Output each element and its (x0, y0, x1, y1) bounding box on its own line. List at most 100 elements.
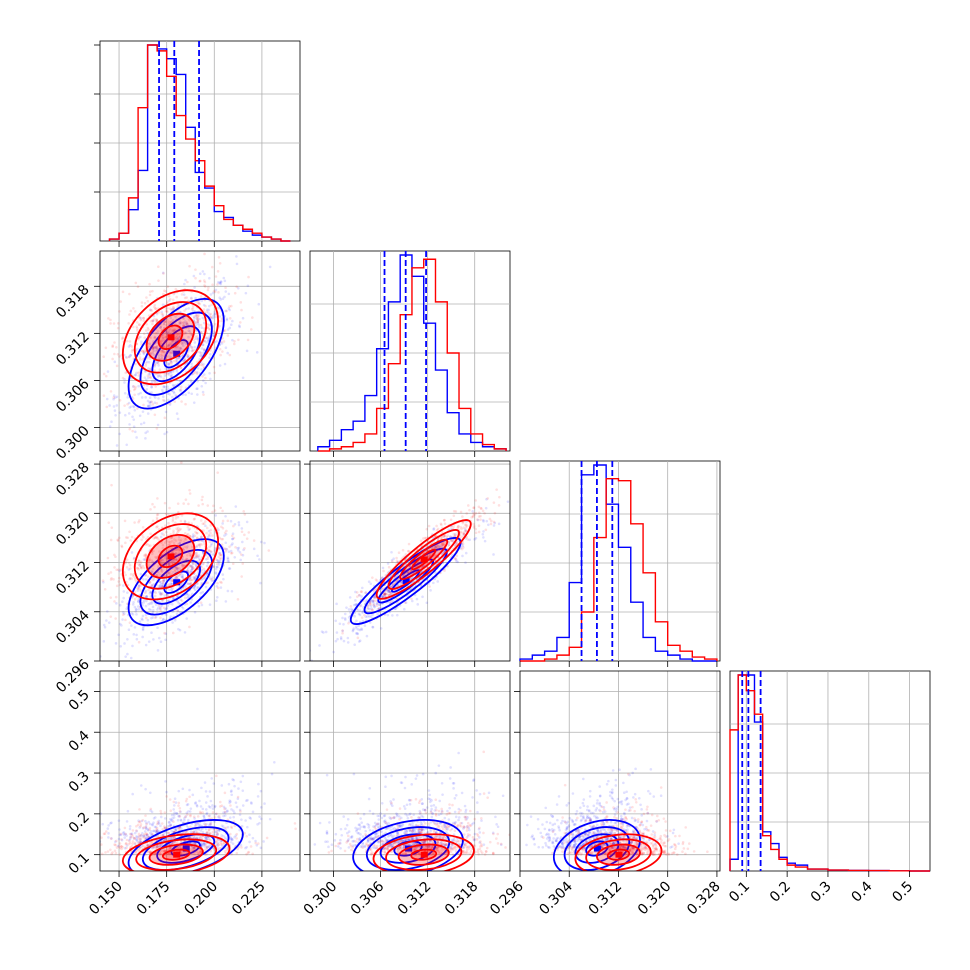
sample-point (203, 781, 207, 784)
sample-point (115, 395, 119, 399)
sample-point (175, 558, 179, 562)
sample-point (358, 593, 361, 597)
sample-point (205, 838, 208, 841)
sample-point (136, 586, 139, 590)
sample-point (161, 388, 164, 392)
sample-point (124, 655, 127, 658)
sample-point (209, 531, 212, 535)
sample-point (245, 799, 248, 802)
sample-point (371, 625, 374, 629)
sample-point (129, 835, 132, 839)
sample-point (116, 539, 120, 542)
sample-point (155, 525, 158, 529)
sample-point (241, 789, 245, 792)
sample-point (192, 846, 195, 850)
sample-point (239, 843, 243, 847)
sample-point (139, 565, 143, 569)
sample-point (204, 520, 207, 523)
sample-point (172, 541, 176, 545)
sample-point (202, 843, 205, 847)
sample-point (182, 317, 186, 320)
sample-point (228, 567, 232, 570)
sample-point (144, 553, 148, 557)
sample-point (243, 831, 247, 835)
sample-point (151, 823, 154, 827)
sample-point (182, 332, 186, 336)
sample-point (230, 543, 233, 547)
sample-point (118, 398, 122, 402)
sample-point (230, 304, 233, 308)
sample-point (214, 834, 218, 837)
sample-point (198, 272, 202, 275)
sample-point (206, 323, 210, 326)
sample-point (215, 339, 218, 343)
density-peak-blue (402, 578, 410, 584)
sample-point (200, 368, 203, 371)
sample-point (215, 565, 219, 569)
sample-point (125, 844, 129, 847)
sample-point (199, 829, 203, 832)
sample-point (182, 502, 185, 505)
sample-point (173, 797, 177, 801)
sample-point (332, 650, 335, 654)
sample-point (245, 349, 249, 353)
sample-point (220, 834, 223, 837)
sample-point (140, 833, 143, 837)
sample-point (248, 816, 252, 819)
sample-point (128, 530, 131, 534)
sample-point (170, 539, 174, 543)
sample-point (164, 608, 167, 611)
sample-point (204, 557, 208, 561)
sample-point (141, 628, 145, 632)
sample-point (167, 599, 171, 602)
sample-point (200, 543, 203, 546)
sample-point (206, 581, 210, 584)
sample-point (153, 616, 157, 620)
sample-point (169, 579, 172, 583)
sample-point (151, 349, 154, 353)
sample-point (194, 801, 198, 804)
sample-point (172, 529, 175, 533)
sample-point (209, 353, 212, 356)
sample-point (150, 379, 154, 383)
sample-point (180, 575, 184, 579)
sample-point (481, 509, 485, 513)
sample-point (186, 568, 189, 572)
sample-point (180, 538, 183, 542)
sample-point (202, 321, 206, 325)
sample-point (189, 830, 193, 833)
sample-point (137, 338, 140, 341)
sample-point (127, 561, 131, 565)
sample-point (167, 521, 170, 525)
sample-point (200, 842, 204, 846)
sample-point (237, 338, 240, 342)
sample-point (335, 602, 338, 606)
sample-point (197, 836, 200, 840)
sample-point (196, 321, 200, 325)
sample-point (183, 816, 186, 820)
sample-point (263, 541, 266, 545)
sample-point (139, 572, 143, 576)
sample-point (206, 560, 210, 564)
sample-point (164, 638, 167, 642)
sample-point (230, 789, 233, 793)
sample-point (415, 597, 419, 601)
sample-point (238, 813, 242, 816)
sample-point (133, 393, 136, 397)
sample-point (175, 548, 178, 551)
sample-point (459, 525, 463, 529)
sample-point (209, 377, 212, 381)
sample-point (453, 543, 457, 547)
sample-point (171, 319, 175, 322)
sample-point (213, 509, 217, 512)
sample-point (127, 412, 131, 415)
sample-point (186, 353, 189, 356)
sample-point (162, 322, 166, 326)
sample-point (407, 550, 410, 553)
sample-point (360, 595, 363, 598)
sample-point (184, 830, 188, 834)
sample-point (124, 842, 128, 845)
sample-point (387, 565, 391, 569)
sample-point (144, 819, 147, 823)
sample-point (135, 608, 138, 612)
